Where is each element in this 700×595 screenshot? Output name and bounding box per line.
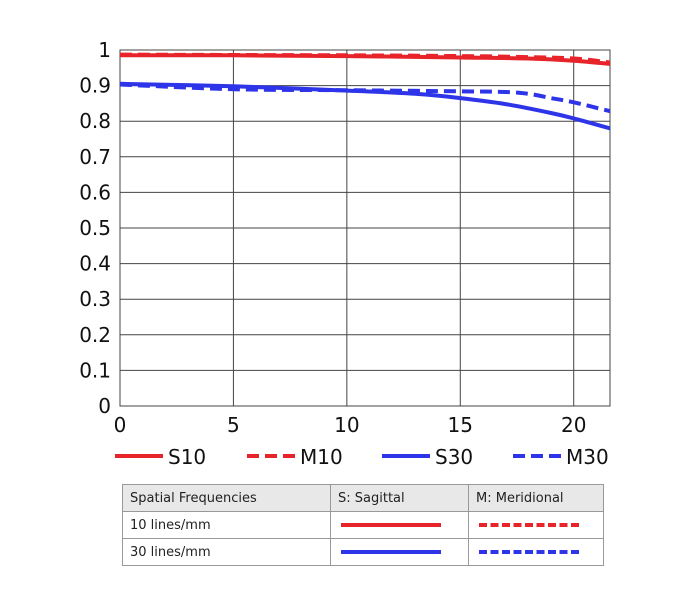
y-tick-label: 0.4 (79, 252, 111, 276)
legend-label-s30: S30 (435, 445, 473, 469)
key-row-label: 10 lines/mm (122, 511, 331, 539)
frequency-key-table: Spatial Frequencies S: Sagittal M: Merid… (122, 484, 604, 566)
y-tick-label: 0.7 (79, 145, 111, 169)
y-tick-label: 0.1 (79, 358, 111, 382)
y-tick-label: 0.2 (79, 323, 111, 347)
x-tick-label: 20 (561, 413, 586, 437)
y-tick-label: 0.9 (79, 74, 111, 98)
key-row-30: 30 lines/mm (122, 538, 604, 566)
y-tick-label: 0.3 (79, 287, 111, 311)
series-line-m30 (120, 82, 610, 114)
meridional-10-swatch (479, 523, 579, 527)
legend-label-m30: M30 (566, 445, 609, 469)
mtf-chart: 00.10.20.30.40.50.60.70.80.910 5 10 15 20 S1… (79, 38, 611, 469)
sagittal-30-swatch (341, 550, 441, 554)
key-swatch-cell (330, 511, 469, 539)
key-header-row: Spatial Frequencies S: Sagittal M: Merid… (122, 484, 604, 512)
grid (119, 49, 611, 407)
sagittal-10-swatch (341, 523, 441, 527)
series-line-s30 (120, 81, 610, 131)
meridional-30-swatch (479, 550, 579, 554)
legend: S10 M10 S30 M30 (115, 445, 609, 469)
key-swatch-cell (330, 538, 469, 566)
legend-label-m10: M10 (300, 445, 343, 469)
header-spatial-frequencies: Spatial Frequencies (122, 484, 331, 512)
y-tick-label: 0.8 (79, 109, 111, 133)
key-row-label: 30 lines/mm (122, 538, 331, 566)
key-row-10: 10 lines/mm (122, 511, 604, 539)
axis-labels: 00.10.20.30.40.50.60.70.80.910 5 10 15 20 (79, 38, 586, 437)
key-swatch-cell (468, 511, 604, 539)
x-tick-label: 0 (114, 413, 127, 437)
series-line-s10 (120, 53, 610, 66)
x-tick-label: 15 (448, 413, 473, 437)
y-tick-label: 0.5 (79, 216, 111, 240)
x-tick-label: 5 (227, 413, 240, 437)
y-tick-label: 1 (98, 38, 111, 62)
series-lines (120, 52, 610, 131)
key-swatch-cell (468, 538, 604, 566)
header-meridional: M: Meridional (468, 484, 604, 512)
y-tick-label: 0.6 (79, 180, 111, 204)
y-tick-label: 0 (98, 394, 111, 418)
x-tick-label: 10 (334, 413, 359, 437)
header-sagittal: S: Sagittal (330, 484, 469, 512)
legend-label-s10: S10 (168, 445, 206, 469)
